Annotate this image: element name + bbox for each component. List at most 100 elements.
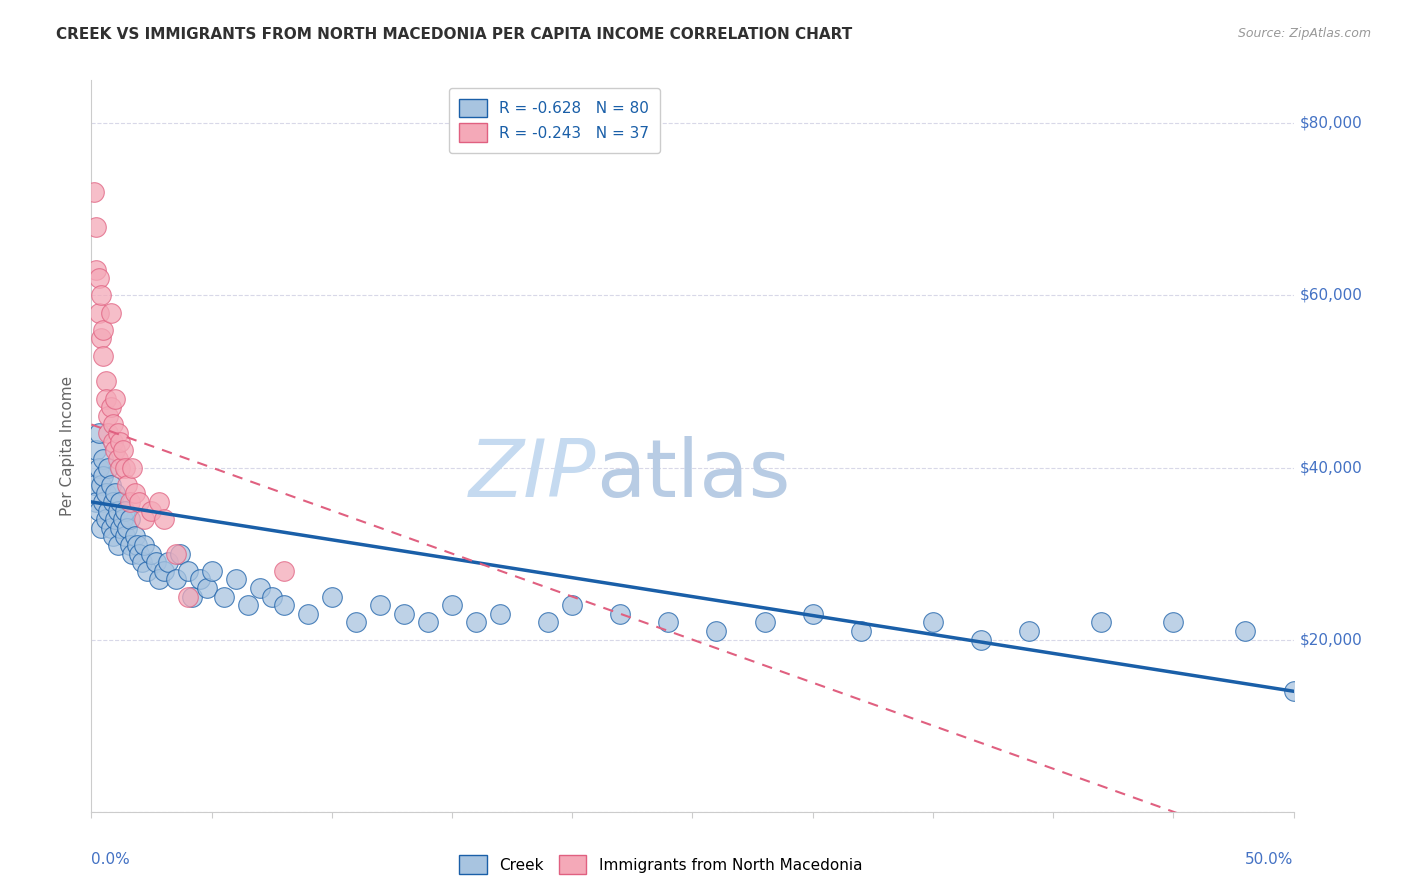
- Point: [100, 477, 122, 491]
- Point: [87, 305, 110, 319]
- Point: [104, 392, 127, 406]
- Point: [117, 477, 139, 491]
- Point: [87, 503, 110, 517]
- Point: [141, 547, 163, 561]
- Point: [97, 460, 120, 475]
- Point: [212, 590, 235, 604]
- Point: [169, 547, 191, 561]
- Point: [236, 598, 259, 612]
- Point: [970, 632, 993, 647]
- Point: [188, 573, 211, 587]
- Point: [128, 495, 150, 509]
- Point: [100, 305, 122, 319]
- Point: [94, 392, 117, 406]
- Point: [93, 469, 115, 483]
- Point: [87, 271, 110, 285]
- Point: [706, 624, 728, 638]
- Point: [561, 598, 583, 612]
- Point: [90, 477, 112, 491]
- Point: [84, 443, 107, 458]
- Point: [111, 512, 134, 526]
- Point: [87, 460, 110, 475]
- Point: [90, 331, 112, 345]
- Point: [657, 615, 679, 630]
- Point: [118, 512, 141, 526]
- Point: [110, 434, 132, 449]
- Point: [165, 547, 187, 561]
- Point: [416, 615, 439, 630]
- Point: [754, 615, 776, 630]
- Point: [273, 564, 295, 578]
- Point: [152, 564, 174, 578]
- Point: [125, 538, 148, 552]
- Point: [273, 598, 295, 612]
- Point: [135, 564, 157, 578]
- Point: [344, 615, 367, 630]
- Point: [110, 521, 132, 535]
- Point: [165, 573, 187, 587]
- Point: [100, 401, 122, 415]
- Point: [117, 521, 139, 535]
- Text: 0.0%: 0.0%: [91, 852, 131, 867]
- Legend: R = -0.628   N = 80, R = -0.243   N = 37: R = -0.628 N = 80, R = -0.243 N = 37: [449, 88, 659, 153]
- Point: [148, 495, 170, 509]
- Point: [121, 460, 143, 475]
- Point: [609, 607, 631, 621]
- Point: [1161, 615, 1184, 630]
- Legend: Creek, Immigrants from North Macedonia: Creek, Immigrants from North Macedonia: [453, 849, 869, 880]
- Point: [101, 495, 124, 509]
- Text: $60,000: $60,000: [1299, 288, 1362, 303]
- Point: [465, 615, 488, 630]
- Point: [225, 573, 247, 587]
- Point: [176, 590, 198, 604]
- Point: [801, 607, 824, 621]
- Point: [260, 590, 283, 604]
- Point: [101, 417, 124, 432]
- Point: [849, 624, 872, 638]
- Point: [118, 495, 141, 509]
- Point: [128, 547, 150, 561]
- Point: [100, 521, 122, 535]
- Point: [94, 375, 117, 389]
- Point: [97, 409, 120, 423]
- Point: [1234, 624, 1257, 638]
- Point: [134, 512, 156, 526]
- Point: [141, 503, 163, 517]
- Text: $80,000: $80,000: [1299, 116, 1362, 131]
- Point: [84, 262, 107, 277]
- Point: [104, 512, 127, 526]
- Point: [148, 573, 170, 587]
- Text: CREEK VS IMMIGRANTS FROM NORTH MACEDONIA PER CAPITA INCOME CORRELATION CHART: CREEK VS IMMIGRANTS FROM NORTH MACEDONIA…: [56, 27, 852, 42]
- Point: [124, 486, 146, 500]
- Point: [107, 451, 129, 466]
- Point: [97, 503, 120, 517]
- Point: [94, 512, 117, 526]
- Point: [145, 555, 167, 569]
- Point: [922, 615, 945, 630]
- Y-axis label: Per Capita Income: Per Capita Income: [60, 376, 76, 516]
- Point: [1018, 624, 1040, 638]
- Text: ZIP: ZIP: [470, 436, 596, 515]
- Point: [83, 185, 105, 199]
- Point: [195, 581, 218, 595]
- Point: [1282, 684, 1305, 698]
- Point: [176, 564, 198, 578]
- Point: [249, 581, 271, 595]
- Point: [93, 495, 115, 509]
- Point: [114, 529, 136, 543]
- Point: [157, 555, 180, 569]
- Point: [84, 495, 107, 509]
- Point: [134, 538, 156, 552]
- Point: [111, 443, 134, 458]
- Point: [87, 426, 110, 441]
- Point: [84, 219, 107, 234]
- Point: [297, 607, 319, 621]
- Point: [440, 598, 463, 612]
- Point: [121, 547, 143, 561]
- Point: [537, 615, 560, 630]
- Text: atlas: atlas: [596, 436, 790, 515]
- Point: [181, 590, 204, 604]
- Point: [90, 521, 112, 535]
- Text: Source: ZipAtlas.com: Source: ZipAtlas.com: [1237, 27, 1371, 40]
- Point: [101, 529, 124, 543]
